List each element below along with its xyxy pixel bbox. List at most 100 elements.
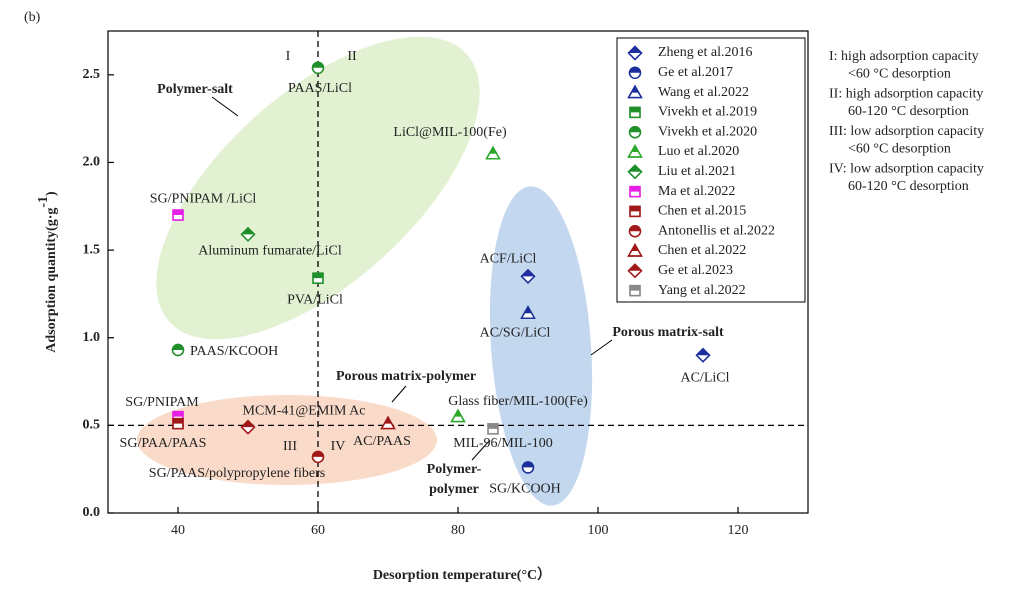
marker-shape (628, 46, 642, 53)
marker-shape (627, 263, 643, 279)
marker-shape (241, 420, 255, 428)
note: <60 °C desorption (848, 142, 951, 157)
marker-shape (630, 107, 640, 113)
note: 60-120 °C desorption (848, 104, 969, 119)
marker-shape (629, 185, 641, 198)
note: 60-120 °C desorption (848, 179, 969, 194)
marker (628, 66, 642, 80)
legend-label: Ge et al.2023 (658, 263, 733, 278)
point-label: PAAS/KCOOH (190, 344, 278, 359)
marker (628, 125, 642, 139)
marker (628, 224, 642, 238)
legend-label: Chen et al.2015 (658, 204, 746, 219)
marker (312, 272, 324, 284)
marker (629, 185, 641, 198)
marker (629, 106, 641, 119)
marker-shape (630, 186, 640, 192)
marker (311, 61, 325, 75)
marker (172, 417, 184, 430)
leader-line (471, 439, 491, 461)
note: I: high adsorption capacity (829, 49, 979, 64)
marker (487, 423, 499, 435)
marker-shape (627, 84, 643, 99)
point-label: SG/PAA/PAAS (120, 436, 207, 451)
legend-label: Chen et al.2022 (658, 243, 746, 258)
marker (627, 144, 643, 158)
marker (311, 450, 325, 464)
marker-shape (521, 269, 535, 277)
marker-shape (521, 461, 535, 474)
marker (172, 209, 184, 221)
marker-shape (173, 418, 183, 424)
marker-shape (312, 272, 324, 284)
marker-shape (627, 144, 643, 158)
legend-label: Antonellis et al.2022 (658, 223, 775, 238)
porous-matrix-polymer-region (137, 395, 437, 485)
marker-shape (628, 165, 642, 172)
marker (627, 164, 643, 180)
marker (520, 305, 536, 319)
region-label: III (283, 439, 297, 454)
annotation: Porous matrix-polymer (336, 369, 476, 384)
point-label: PVA/LiCl (287, 292, 343, 307)
marker-shape (627, 164, 643, 180)
region-label: IV (331, 439, 346, 454)
point-label: SG/PAAS/polypropylene fibers (149, 466, 325, 481)
point-label: AC/PAAS (353, 434, 411, 449)
x-axis-label: Desorption temperature(°C） (373, 567, 551, 583)
marker-shape (520, 268, 536, 284)
point-label: PAAS/LiCl (288, 81, 352, 96)
marker-shape (627, 45, 643, 61)
marker-shape (631, 86, 639, 93)
marker-shape (520, 305, 536, 319)
y-tick-label: 1.5 (83, 242, 101, 257)
marker (380, 415, 396, 430)
point-label: SG/PNIPAM (125, 395, 199, 410)
y-tick-label: 0.0 (83, 505, 101, 520)
marker-shape (630, 206, 640, 212)
point-label: Aluminum fumarate/LiCl (198, 244, 342, 259)
marker-shape (631, 145, 639, 152)
marker-shape (173, 411, 183, 417)
note: <60 °C desorption (848, 67, 951, 82)
marker-shape (487, 423, 499, 435)
note: II: high adsorption capacity (829, 87, 983, 102)
legend-box (616, 37, 806, 303)
point-label: AC/SG/LiCl (480, 325, 551, 340)
legend-label: Yang et al.2022 (658, 283, 746, 298)
marker (627, 263, 643, 279)
legend-label: Vivekh et al.2020 (658, 124, 757, 139)
marker-shape (172, 417, 184, 430)
point-label: LiCl@MIL-100(Fe) (393, 125, 507, 140)
annotation: Polymer-salt (157, 82, 233, 97)
legend-label: Ma et al.2022 (658, 184, 735, 199)
marker-shape (173, 210, 183, 216)
marker-shape (240, 226, 256, 242)
annotation: polymer (429, 482, 479, 497)
marker (629, 284, 641, 297)
marker-shape (313, 273, 323, 279)
leader-line (211, 96, 239, 117)
marker (695, 347, 711, 363)
legend-label: Vivekh et al.2019 (658, 105, 757, 120)
y-axis-label-end: ) (44, 191, 59, 196)
marker-shape (240, 419, 256, 435)
legend-label: Wang et al.2022 (658, 85, 749, 100)
marker-shape (630, 285, 640, 291)
marker-shape (696, 348, 710, 356)
marker-shape (524, 306, 532, 314)
marker (627, 243, 643, 257)
x-tick-label: 120 (728, 523, 749, 538)
region-label: II (347, 49, 357, 64)
marker-shape (695, 347, 711, 363)
marker-shape (627, 243, 643, 257)
marker-shape (311, 61, 325, 75)
marker-shape (489, 147, 497, 154)
x-tick-label: 60 (311, 523, 325, 538)
marker-shape (488, 423, 498, 429)
marker-shape (172, 209, 184, 221)
marker-shape (171, 343, 185, 357)
y-tick-label: 2.0 (83, 155, 101, 170)
marker (240, 419, 256, 435)
marker-shape (241, 227, 255, 235)
